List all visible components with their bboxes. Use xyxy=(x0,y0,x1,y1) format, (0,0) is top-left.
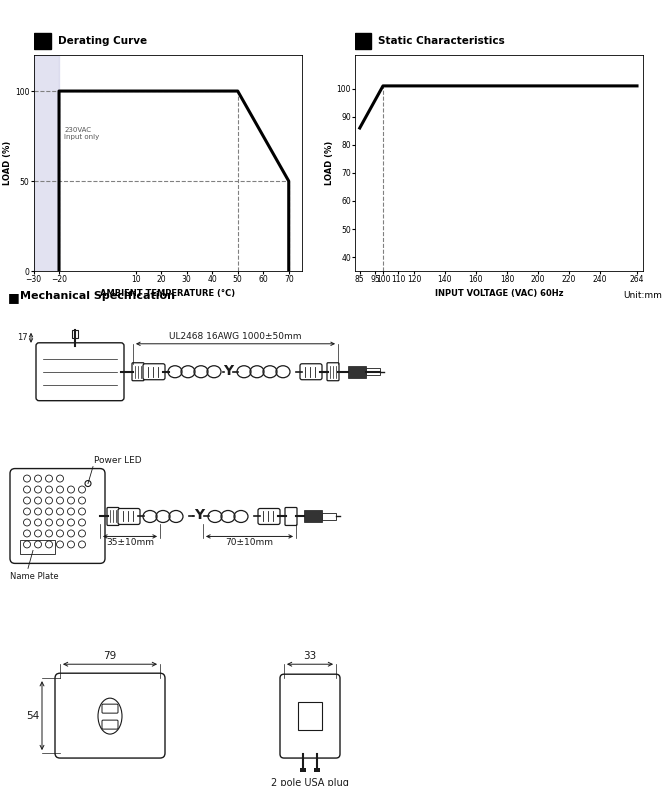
Text: Mechanical Specification: Mechanical Specification xyxy=(20,291,175,301)
Bar xyxy=(366,369,380,375)
Text: 2 pole USA plug: 2 pole USA plug xyxy=(271,778,349,786)
Text: 79: 79 xyxy=(103,652,117,661)
Text: Name Plate: Name Plate xyxy=(10,572,59,582)
Text: 70±10mm: 70±10mm xyxy=(226,538,273,547)
FancyBboxPatch shape xyxy=(300,768,306,772)
Text: Static Characteristics: Static Characteristics xyxy=(378,36,505,46)
FancyBboxPatch shape xyxy=(300,364,322,380)
Bar xyxy=(34,33,51,49)
FancyBboxPatch shape xyxy=(118,509,140,524)
Y-axis label: LOAD (%): LOAD (%) xyxy=(3,141,12,185)
Bar xyxy=(20,541,55,554)
Text: Power LED: Power LED xyxy=(94,456,141,465)
Text: 35±10mm: 35±10mm xyxy=(106,538,154,547)
FancyBboxPatch shape xyxy=(258,509,280,524)
Text: 17: 17 xyxy=(17,333,28,342)
Text: Y: Y xyxy=(223,364,233,378)
FancyBboxPatch shape xyxy=(285,508,297,526)
Bar xyxy=(304,510,322,523)
Bar xyxy=(72,330,78,338)
Text: Derating Curve: Derating Curve xyxy=(58,36,147,46)
Bar xyxy=(322,513,336,520)
Text: 230VAC
Input only: 230VAC Input only xyxy=(64,127,99,140)
FancyBboxPatch shape xyxy=(314,768,320,772)
FancyBboxPatch shape xyxy=(107,508,119,526)
Text: ■: ■ xyxy=(8,291,19,304)
FancyBboxPatch shape xyxy=(143,364,165,380)
FancyBboxPatch shape xyxy=(327,363,339,380)
X-axis label: INPUT VOLTAGE (VAC) 60Hz: INPUT VOLTAGE (VAC) 60Hz xyxy=(435,288,563,298)
Bar xyxy=(34,55,59,271)
Y-axis label: LOAD (%): LOAD (%) xyxy=(325,141,334,185)
Text: Y: Y xyxy=(194,509,204,523)
X-axis label: AMBIENT TEMPERATURE (°C): AMBIENT TEMPERATURE (°C) xyxy=(100,288,235,298)
Text: Unit:mm: Unit:mm xyxy=(623,291,662,300)
Text: 33: 33 xyxy=(304,652,317,661)
FancyBboxPatch shape xyxy=(132,363,144,380)
Bar xyxy=(348,365,366,378)
Bar xyxy=(355,33,371,49)
Text: UL2468 16AWG 1000±50mm: UL2468 16AWG 1000±50mm xyxy=(170,332,302,341)
Text: 54: 54 xyxy=(25,711,39,721)
